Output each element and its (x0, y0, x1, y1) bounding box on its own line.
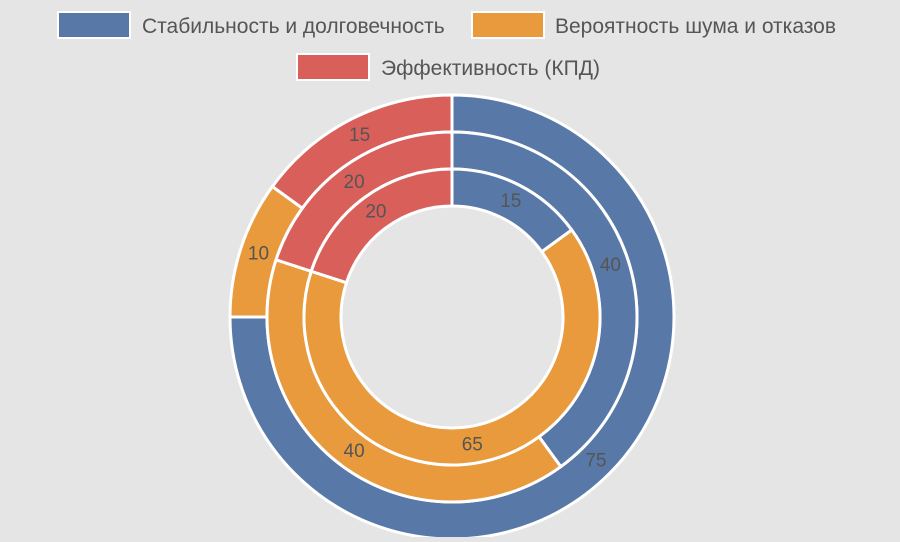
legend-item-efficiency[interactable]: Эффективность (КПД) (296, 53, 600, 81)
ring-3-label-efficiency: 20 (365, 202, 386, 223)
ring-2-label-efficiency: 20 (344, 172, 365, 193)
legend-swatch-efficiency (296, 53, 370, 81)
ring-2-label-noise: 40 (344, 441, 365, 462)
ring-1-label-stability: 75 (585, 450, 606, 471)
legend-item-noise[interactable]: Вероятность шума и отказов (471, 11, 836, 39)
legend-label-efficiency: Эффективность (КПД) (381, 57, 600, 80)
ring-1-label-efficiency: 15 (349, 125, 370, 146)
ring-3-label-noise: 65 (462, 434, 483, 455)
legend: Стабильность и долговечность Вероятность… (57, 11, 836, 81)
ring-3-slice-efficiency[interactable] (309, 167, 454, 285)
legend-swatch-noise (471, 11, 545, 39)
legend-item-stability[interactable]: Стабильность и долговечность (57, 11, 445, 39)
ring-1-label-noise: 10 (248, 244, 269, 265)
legend-swatch-stability (57, 11, 131, 39)
donut-labels: 75 10 15 40 40 20 15 65 20 (248, 125, 621, 471)
ring-3-label-stability: 15 (500, 191, 521, 212)
legend-label-stability: Стабильность и долговечность (142, 15, 445, 38)
ring-3-slice-noise[interactable] (302, 227, 602, 467)
donut-rings (228, 93, 676, 541)
legend-label-noise: Вероятность шума и отказов (555, 15, 836, 38)
ring-2-label-stability: 40 (600, 255, 621, 276)
